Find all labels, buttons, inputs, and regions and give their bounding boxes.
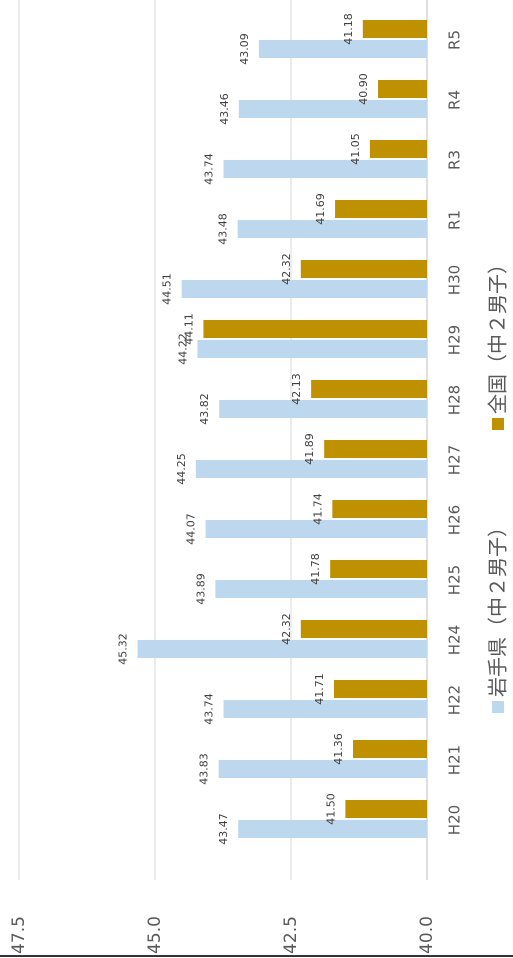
bar xyxy=(300,620,427,638)
x-tick-label: R5 xyxy=(446,30,464,50)
y-tick-label: 42.5 xyxy=(281,916,301,954)
x-tick-label: H26 xyxy=(446,505,464,535)
data-label: 44.22 xyxy=(176,333,189,365)
legend-label: 岩手県（中２男子） xyxy=(486,517,510,697)
bar xyxy=(330,560,427,578)
y-tick-label: 45.0 xyxy=(145,916,165,954)
data-label: 44.07 xyxy=(185,513,198,545)
bar xyxy=(195,460,427,478)
x-tick-label: H25 xyxy=(446,565,464,595)
bar xyxy=(218,760,427,778)
data-label: 41.18 xyxy=(342,13,355,45)
legend-swatch xyxy=(492,701,504,713)
data-label: 43.74 xyxy=(203,693,216,725)
bar xyxy=(300,260,427,278)
data-label: 42.13 xyxy=(290,373,303,405)
bar xyxy=(311,380,427,398)
data-label: 43.74 xyxy=(203,153,216,185)
bar xyxy=(205,520,427,538)
x-tick-label: H27 xyxy=(446,445,464,475)
data-label: 44.25 xyxy=(175,453,188,485)
bar xyxy=(137,640,427,658)
data-label: 41.78 xyxy=(309,553,322,585)
data-label: 44.51 xyxy=(161,273,174,305)
legend-label: 全国（中２男子） xyxy=(486,254,510,414)
rotated-plot: 40.0 42.5 45.0 47.5 H20 43.47 41.50 H21 43.83 41.… xyxy=(9,0,510,954)
bar xyxy=(324,440,427,458)
data-label: 43.48 xyxy=(217,213,230,245)
x-tick-label: H28 xyxy=(446,385,464,415)
x-tick-label: H24 xyxy=(446,625,464,655)
y-tick-label: 47.5 xyxy=(9,916,29,954)
bar xyxy=(333,680,428,698)
data-label: 41.50 xyxy=(324,793,337,825)
data-label: 40.90 xyxy=(357,73,370,105)
data-label: 42.32 xyxy=(280,253,293,285)
x-tick-label: H20 xyxy=(446,805,464,835)
x-tick-label: R4 xyxy=(446,90,464,110)
bar xyxy=(362,20,428,38)
bar xyxy=(181,280,427,298)
x-tick-label: H29 xyxy=(446,325,464,355)
data-label: 42.32 xyxy=(280,613,293,645)
bar xyxy=(335,200,427,218)
bar xyxy=(378,80,428,98)
data-label: 43.47 xyxy=(217,813,230,845)
data-label: 43.46 xyxy=(218,93,231,125)
bar xyxy=(223,700,427,718)
bar xyxy=(237,220,427,238)
bar xyxy=(197,340,427,358)
data-label: 43.82 xyxy=(198,393,211,425)
x-tick-label: H30 xyxy=(446,265,464,295)
y-tick-label: 40.0 xyxy=(417,916,437,954)
bar xyxy=(219,400,427,418)
data-label: 41.71 xyxy=(313,673,326,705)
x-tick-label: R3 xyxy=(446,150,464,170)
bar xyxy=(238,100,427,118)
legend-swatch xyxy=(492,418,504,430)
x-tick-label: H21 xyxy=(446,745,464,775)
bar xyxy=(223,160,427,178)
data-label: 41.36 xyxy=(332,733,345,765)
x-tick-label: H22 xyxy=(446,685,464,715)
x-tick-label: R1 xyxy=(446,210,464,230)
data-label: 45.32 xyxy=(117,633,130,665)
data-label: 44.11 xyxy=(182,313,195,345)
data-label: 41.05 xyxy=(349,133,362,165)
bar xyxy=(353,740,427,758)
bar xyxy=(369,140,428,158)
data-label: 41.74 xyxy=(311,493,324,525)
data-label: 43.09 xyxy=(238,33,251,65)
bar xyxy=(215,580,427,598)
bar xyxy=(203,320,427,338)
bar xyxy=(332,500,427,518)
bar xyxy=(345,800,427,818)
bar xyxy=(238,820,427,838)
data-label: 43.89 xyxy=(194,573,207,605)
data-label: 41.89 xyxy=(303,433,316,465)
data-label: 41.69 xyxy=(314,193,327,225)
bar xyxy=(258,40,427,58)
data-label: 43.83 xyxy=(198,753,211,785)
